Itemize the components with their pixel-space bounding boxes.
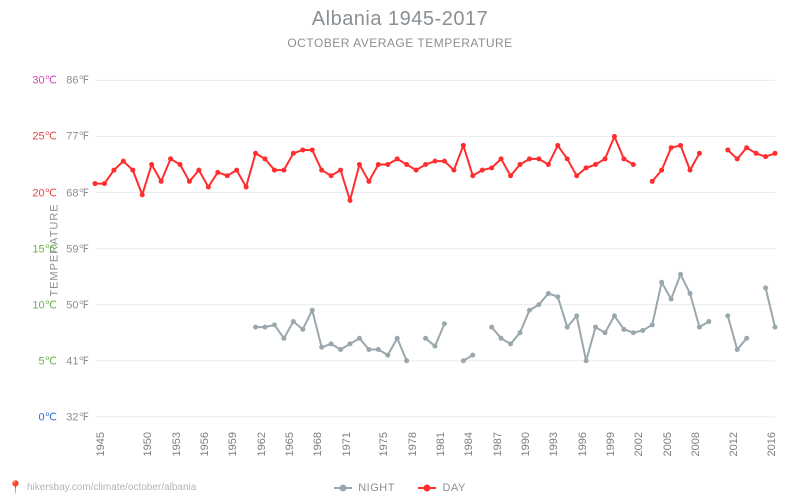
x-tick: 1984	[463, 432, 475, 456]
x-tick: 1950	[142, 432, 154, 456]
x-tick: 1987	[492, 432, 504, 456]
y-tick-f: 86℉	[66, 74, 89, 87]
x-tick: 1968	[312, 432, 324, 456]
y-tick-f: 59℉	[66, 242, 89, 255]
chart-container: Albania 1945-2017 OCTOBER AVERAGE TEMPER…	[0, 0, 800, 500]
pin-icon: 📍	[8, 480, 23, 494]
y-tick-c: 20℃	[32, 186, 57, 199]
y-tick-f: 32℉	[66, 410, 89, 423]
y-tick-c: 0℃	[39, 410, 57, 423]
legend-label-night: NIGHT	[358, 482, 395, 494]
x-tick: 1965	[284, 432, 296, 456]
x-tick: 2002	[633, 432, 645, 456]
attribution: 📍 hikersbay.com/climate/october/albania	[8, 480, 196, 494]
x-tick: 1953	[171, 432, 183, 456]
chart-title: Albania 1945-2017	[0, 8, 800, 31]
series-day	[253, 272, 777, 363]
x-tick: 2008	[690, 432, 702, 456]
gridlines	[95, 80, 775, 416]
plot-svg	[95, 58, 775, 428]
chart-subtitle: OCTOBER AVERAGE TEMPERATURE	[0, 36, 800, 50]
x-tick: 1999	[605, 432, 617, 456]
x-tick: 1975	[378, 432, 390, 456]
attribution-text: hikersbay.com/climate/october/albania	[27, 482, 196, 493]
legend-item-day: DAY	[418, 482, 465, 494]
x-tick: 1993	[548, 432, 560, 456]
legend-swatch-day	[418, 487, 436, 489]
x-tick: 1945	[95, 432, 107, 456]
x-tick: 1996	[577, 432, 589, 456]
x-tick: 1981	[435, 432, 447, 456]
y-tick-f: 50℉	[66, 298, 89, 311]
legend-item-night: NIGHT	[334, 482, 395, 494]
plot-area: 0℃32℉5℃41℉10℃50℉15℃59℉20℃68℉25℃77℉30℃86℉…	[95, 58, 775, 428]
y-tick-f: 77℉	[66, 130, 89, 143]
legend-label-day: DAY	[442, 482, 465, 494]
legend-swatch-night	[334, 487, 352, 489]
y-tick-f: 41℉	[66, 354, 89, 367]
x-tick: 1959	[227, 432, 239, 456]
x-tick: 1978	[407, 432, 419, 456]
y-tick-c: 25℃	[32, 130, 57, 143]
x-tick: 1990	[520, 432, 532, 456]
x-tick: 2005	[662, 432, 674, 456]
x-tick: 1962	[256, 432, 268, 456]
y-tick-c: 30℃	[32, 74, 57, 87]
y-tick-c: 15℃	[32, 242, 57, 255]
x-tick: 1971	[341, 432, 353, 456]
x-tick: 2016	[766, 432, 778, 456]
x-tick: 1956	[199, 432, 211, 456]
y-tick-c: 5℃	[39, 354, 57, 367]
x-tick: 2012	[728, 432, 740, 456]
y-tick-f: 68℉	[66, 186, 89, 199]
y-tick-c: 10℃	[32, 298, 57, 311]
